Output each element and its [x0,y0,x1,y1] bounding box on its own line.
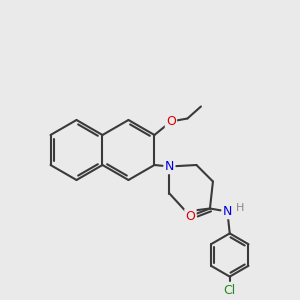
Text: H: H [236,203,244,213]
Text: O: O [166,115,176,128]
Text: N: N [223,205,232,218]
Text: O: O [185,209,195,223]
Text: N: N [165,160,174,173]
Text: Cl: Cl [224,284,236,297]
